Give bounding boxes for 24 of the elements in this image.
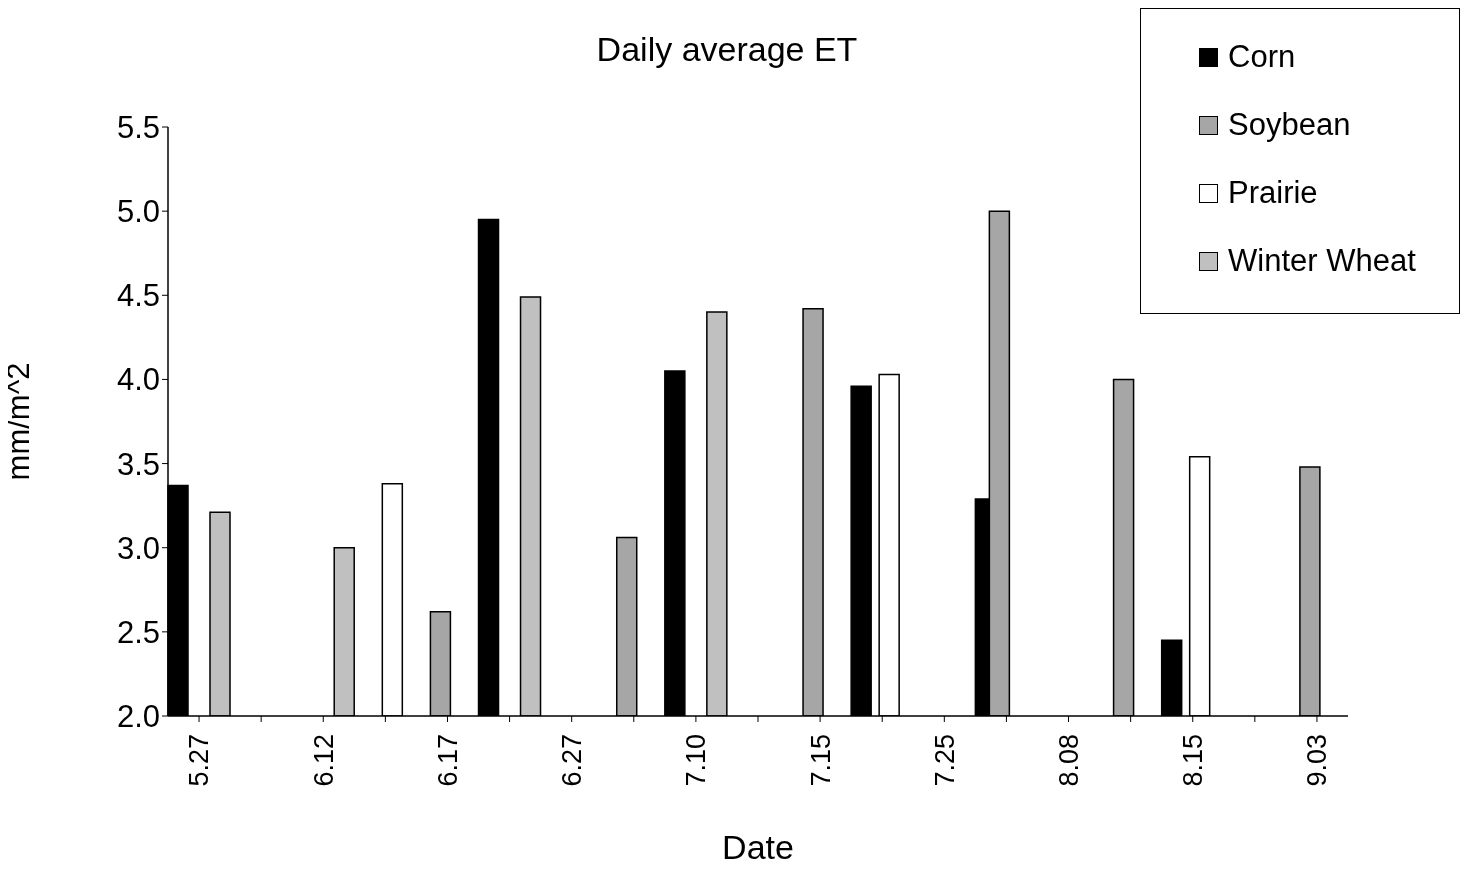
y-tick-label: 3.5 [116,446,160,482]
legend-label: Corn [1228,39,1296,75]
chart-title: Daily average ET [596,30,858,68]
x-tick-label: 8.08 [1053,734,1084,787]
x-tick-label: 5.27 [184,734,215,787]
x-tick-label: 6.27 [557,734,588,787]
y-tick-label: 2.5 [116,614,160,650]
x-tick-label: 7.25 [929,734,960,787]
y-tick-label: 4.5 [116,278,160,314]
y-tick-label: 4.0 [116,362,160,398]
legend-label: Winter Wheat [1228,243,1416,279]
x-tick-label: 7.10 [681,734,712,787]
x-tick-label: 8.15 [1178,734,1209,787]
y-tick-label: 5.0 [116,194,160,230]
x-tick-label: 7.15 [805,734,836,787]
y-tick-label: 3.0 [116,530,160,566]
y-tick-label: 2.0 [116,699,160,735]
legend-label: Prairie [1228,175,1318,211]
legend-label: Soybean [1228,107,1351,143]
y-tick-label: 5.5 [116,110,160,146]
x-axis-title: Date [722,828,794,866]
x-tick-label: 9.03 [1302,734,1333,787]
x-tick-label: 6.17 [432,734,463,787]
x-tick-label: 6.12 [308,734,339,787]
